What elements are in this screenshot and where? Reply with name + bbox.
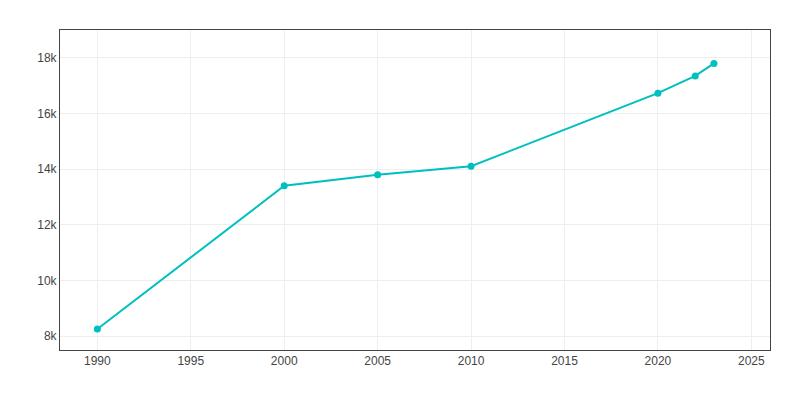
- svg-text:1995: 1995: [177, 354, 204, 368]
- svg-text:2005: 2005: [364, 354, 391, 368]
- svg-text:1990: 1990: [84, 354, 111, 368]
- svg-text:14k: 14k: [37, 162, 57, 176]
- svg-text:2015: 2015: [551, 354, 578, 368]
- svg-text:2025: 2025: [738, 354, 765, 368]
- svg-text:2010: 2010: [458, 354, 485, 368]
- svg-text:18k: 18k: [37, 51, 57, 65]
- svg-text:12k: 12k: [37, 218, 57, 232]
- svg-text:10k: 10k: [37, 274, 57, 288]
- svg-text:2020: 2020: [645, 354, 672, 368]
- svg-text:8k: 8k: [44, 329, 58, 343]
- svg-text:2000: 2000: [271, 354, 298, 368]
- svg-text:16k: 16k: [37, 107, 57, 121]
